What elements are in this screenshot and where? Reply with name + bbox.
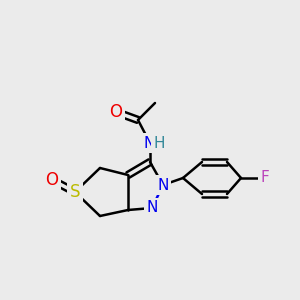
Text: H: H — [153, 136, 165, 151]
Text: N: N — [146, 200, 158, 215]
Text: O: O — [110, 103, 122, 121]
Text: O: O — [46, 171, 59, 189]
Text: S: S — [70, 183, 80, 201]
Text: N: N — [143, 136, 155, 151]
Text: N: N — [157, 178, 169, 193]
Text: F: F — [261, 170, 269, 185]
